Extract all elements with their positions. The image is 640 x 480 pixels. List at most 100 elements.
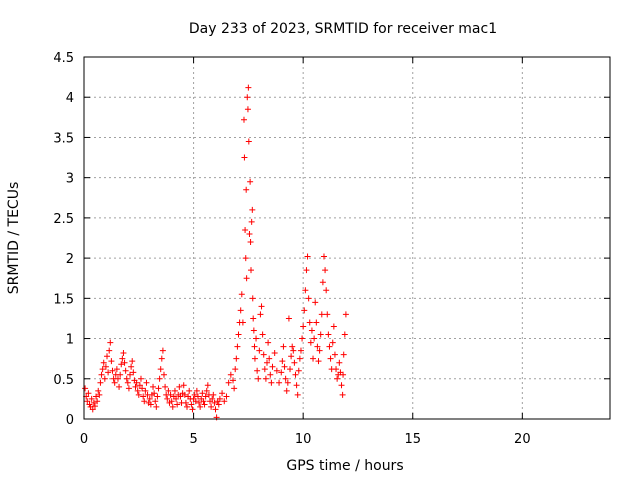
data-point [241, 154, 248, 161]
data-point [174, 401, 181, 408]
data-point [276, 379, 283, 386]
data-point [260, 351, 267, 358]
data-point [291, 359, 298, 366]
data-point [295, 367, 302, 374]
data-point [136, 382, 143, 389]
data-point [121, 359, 128, 366]
data-point [280, 343, 287, 350]
data-point [156, 375, 163, 382]
data-point [100, 359, 107, 366]
data-point [234, 343, 241, 350]
data-point [249, 295, 256, 302]
data-point [293, 382, 300, 389]
y-tick-labels: 0 0.5 1 1.5 2 2.5 3 3.5 4 4.5 [53, 51, 74, 428]
data-point [99, 366, 106, 373]
data-point [313, 319, 320, 326]
data-point [135, 391, 142, 398]
data-point [165, 387, 172, 394]
data-point [197, 403, 204, 410]
data-point [246, 230, 253, 237]
y-tick-label: 1.5 [53, 292, 74, 307]
data-point [296, 355, 303, 362]
data-point [256, 347, 263, 354]
x-tick-label: 15 [404, 432, 421, 447]
data-point [119, 355, 126, 362]
data-point [282, 375, 289, 382]
data-point [82, 385, 89, 392]
data-point [254, 367, 261, 374]
data-point [193, 387, 200, 394]
data-point [279, 358, 286, 365]
data-point [257, 311, 264, 318]
data-point [245, 84, 252, 91]
data-point [268, 379, 275, 386]
x-tick-label: 20 [514, 432, 531, 447]
data-point [319, 279, 326, 286]
data-point [210, 391, 217, 398]
data-point [267, 371, 274, 378]
data-point [249, 206, 256, 213]
data-point [128, 363, 135, 370]
data-point [118, 361, 125, 368]
data-point [235, 331, 242, 338]
data-point [171, 387, 178, 394]
data-point [300, 323, 307, 330]
y-tick-label: 4.5 [53, 51, 74, 66]
x-tick-label: 10 [295, 432, 312, 447]
data-point [184, 403, 191, 410]
data-point [264, 359, 271, 366]
data-point [137, 375, 144, 382]
y-tick-label: 4 [66, 91, 74, 106]
y-axis-title: SRMTID / TECUs [6, 182, 22, 295]
data-point [203, 387, 210, 394]
data-point [192, 398, 199, 405]
data-point [143, 379, 150, 386]
data-point [215, 401, 222, 408]
data-point [238, 291, 245, 298]
data-point [314, 343, 321, 350]
data-point [247, 239, 254, 246]
data-point [250, 315, 257, 322]
data-point [251, 343, 258, 350]
data-point [107, 339, 114, 346]
data-point [242, 226, 249, 233]
data-point [329, 339, 336, 346]
data-point [181, 391, 188, 398]
data-point [255, 375, 262, 382]
data-point [303, 267, 310, 274]
data-point [151, 390, 158, 397]
data-point [98, 371, 105, 378]
data-point [216, 395, 223, 402]
data-point [153, 403, 160, 410]
data-point [189, 406, 196, 413]
data-point [93, 393, 100, 400]
data-point [318, 311, 325, 318]
data-point [325, 331, 332, 338]
data-point [204, 382, 211, 389]
data-point [96, 391, 103, 398]
data-point [167, 391, 174, 398]
data-point [231, 385, 238, 392]
data-point [102, 363, 109, 370]
data-point [120, 350, 127, 357]
data-point [262, 375, 269, 382]
data-point [211, 399, 218, 406]
data-point [125, 385, 132, 392]
data-point [243, 186, 250, 193]
data-point [336, 359, 343, 366]
data-point [230, 377, 237, 384]
y-tick-label: 0.5 [53, 373, 74, 388]
data-point [243, 275, 250, 282]
x-tick-label: 5 [189, 432, 197, 447]
data-point [113, 366, 120, 373]
data-point [301, 307, 308, 314]
data-point [209, 395, 216, 402]
data-point [342, 311, 349, 318]
data-point [95, 387, 102, 394]
plot-frame [83, 56, 611, 420]
data-point [333, 366, 340, 373]
data-point [244, 94, 251, 101]
data-point [225, 379, 232, 386]
data-point [269, 363, 276, 370]
